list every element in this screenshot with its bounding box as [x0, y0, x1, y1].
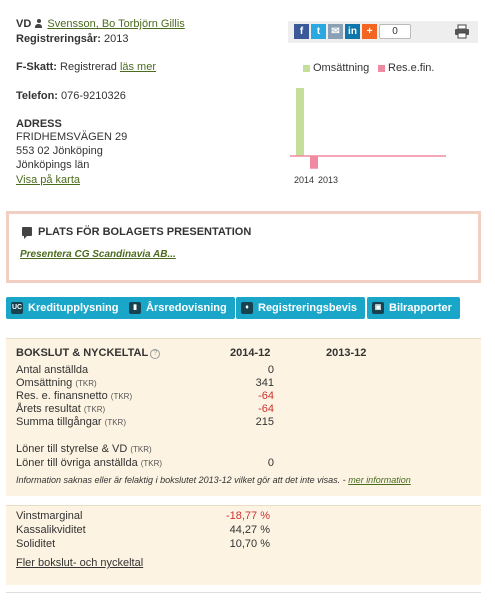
- salary-row: Löner till övriga anställda (TKR): [16, 457, 163, 469]
- share-bar: f t ✉ in + 0: [288, 21, 478, 43]
- credit-report-button[interactable]: UC Kreditupplysning: [6, 297, 127, 319]
- help-icon[interactable]: ?: [150, 349, 161, 359]
- fskatt-read-more-link[interactable]: läs mer: [119, 61, 156, 73]
- key-figure-value-2014: 341: [255, 377, 274, 389]
- print-icon[interactable]: [454, 24, 470, 39]
- ratio-value-2014: -18,77 %: [225, 510, 270, 522]
- certificate-icon: ♦: [241, 302, 253, 314]
- presentation-title: PLATS FÖR BOLAGETS PRESENTATION: [22, 226, 251, 239]
- legend-label-omsattning: Omsättning: [313, 62, 370, 74]
- fskatt-value: Registrerad: [60, 61, 117, 73]
- ratio-value-2014: 44,27 %: [229, 524, 270, 536]
- phone-line: Telefon: 076-9210326: [16, 90, 126, 102]
- address-line-3: Jönköpings län: [16, 159, 90, 171]
- facebook-icon[interactable]: f: [294, 24, 309, 39]
- ratio-row: Kassalikviditet: [16, 524, 86, 536]
- x-tick-label-2014: 2014: [294, 175, 314, 185]
- mail-icon[interactable]: ✉: [328, 24, 343, 39]
- legend-label-res-e-fin: Res.e.fin.: [388, 62, 435, 74]
- ratio-row: Soliditet: [16, 538, 56, 550]
- vd-line: VD Svensson, Bo Torbjörn Gillis: [16, 18, 185, 30]
- plus-icon[interactable]: +: [362, 24, 377, 39]
- phone-label: Telefon:: [16, 90, 58, 102]
- bar-omsättning-2014: [296, 88, 304, 156]
- key-figure-row: Res. e. finansnetto (TKR): [16, 390, 133, 402]
- key-figure-value-2014: 0: [267, 364, 274, 376]
- more-key-figures-link[interactable]: Fler bokslut- och nyckeltal: [16, 557, 144, 569]
- salary-row: Löner till styrelse & VD (TKR): [16, 443, 152, 455]
- vd-name-link[interactable]: Svensson, Bo Torbjörn Gillis: [47, 18, 185, 30]
- presentation-box: PLATS FÖR BOLAGETS PRESENTATION Presente…: [6, 211, 481, 283]
- reg-year-label: Registreringsår:: [16, 33, 101, 45]
- ratio-value-2014: 10,70 %: [229, 538, 270, 550]
- key-figure-row: Summa tillgångar (TKR): [16, 416, 126, 428]
- fskatt-line: F-Skatt: Registrerad läs mer: [16, 61, 156, 73]
- address-label: ADRESS: [16, 118, 62, 130]
- key-figures-title: BOKSLUT & NYCKELTAL?: [16, 347, 161, 359]
- vd-label: VD: [16, 18, 32, 30]
- info-note: Information saknas eller är felaktig i b…: [16, 475, 411, 485]
- reg-year-line: Registreringsår: 2013: [16, 33, 129, 45]
- bar-res-e-fin--2014: [310, 156, 318, 169]
- car-reports-button[interactable]: ▣ Bilrapporter: [367, 297, 460, 319]
- key-figure-row: Antal anställda: [16, 364, 89, 376]
- twitter-icon[interactable]: t: [311, 24, 326, 39]
- column-header-2013: 2013-12: [326, 347, 367, 359]
- annual-report-button[interactable]: ▮ Årsredovisning: [124, 297, 235, 319]
- presentation-link[interactable]: Presentera CG Scandinavia AB...: [20, 249, 176, 260]
- salary-value-2014: 0: [267, 457, 274, 469]
- address-line-1: FRIDHEMSVÄGEN 29: [16, 131, 128, 143]
- bar-chart-icon: ▮: [129, 302, 141, 314]
- reg-year-value: 2013: [104, 33, 129, 45]
- key-figures-box: BOKSLUT & NYCKELTAL? 2014-12 2013-12 Ant…: [6, 338, 481, 496]
- key-figure-row: Omsättning (TKR): [16, 377, 97, 389]
- map-link[interactable]: Visa på karta: [16, 174, 81, 186]
- financial-bar-chart: 2014 2013: [290, 88, 446, 185]
- key-figure-value-2014: -64: [258, 390, 274, 402]
- more-information-link[interactable]: mer information: [348, 475, 411, 485]
- x-tick-label-2013: 2013: [318, 175, 338, 185]
- person-icon: [35, 19, 43, 28]
- divider: [6, 592, 481, 593]
- key-figure-value-2014: -64: [258, 403, 274, 415]
- address-line-2: 553 02 Jönköping: [16, 145, 103, 157]
- uc-icon: UC: [11, 302, 23, 314]
- speech-bubble-icon: [22, 227, 32, 239]
- ratio-row: Vinstmarginal: [16, 510, 83, 522]
- column-header-2014: 2014-12: [230, 347, 271, 359]
- share-count: 0: [379, 24, 411, 39]
- car-icon: ▣: [372, 302, 384, 314]
- key-figure-row: Årets resultat (TKR): [16, 403, 106, 415]
- registration-certificate-button[interactable]: ♦ Registreringsbevis: [236, 297, 366, 319]
- ratios-box: Vinstmarginal -18,77 % Kassalikviditet 44,2…: [6, 505, 481, 585]
- legend-swatch-res-e-fin: [378, 65, 385, 72]
- legend-swatch-omsattning: [303, 65, 310, 72]
- linkedin-icon[interactable]: in: [345, 24, 360, 39]
- key-figure-value-2014: 215: [255, 416, 274, 428]
- fskatt-label: F-Skatt:: [16, 61, 57, 73]
- phone-value: 076-9210326: [61, 90, 126, 102]
